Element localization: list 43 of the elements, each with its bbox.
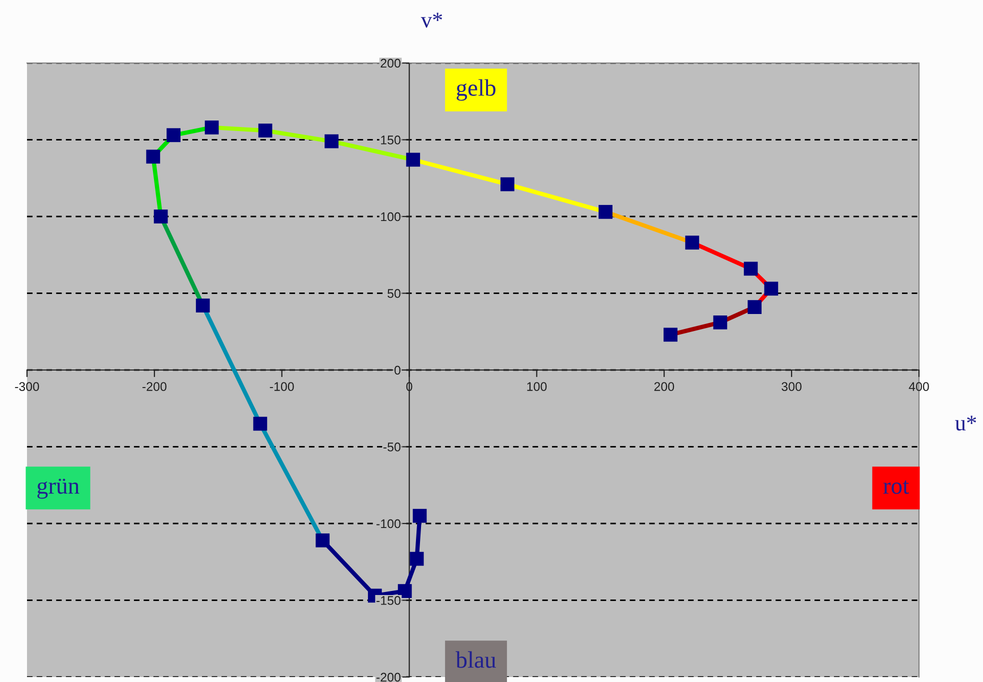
y-tick-label: 200 (380, 58, 400, 68)
x-tick-label: -200 (142, 382, 166, 391)
point (748, 300, 762, 314)
y-axis-title: v* (420, 12, 442, 28)
y-tick-label: 150 (381, 136, 400, 144)
point (410, 552, 424, 566)
point (500, 177, 514, 192)
point (764, 282, 778, 296)
y-tick-label: 100 (381, 212, 400, 222)
y-tick-label: -50 (383, 442, 400, 452)
point (166, 128, 180, 142)
annotation: gelb (456, 79, 496, 101)
point (316, 533, 330, 548)
point (412, 508, 427, 523)
point (196, 298, 210, 312)
point (713, 315, 728, 330)
point (324, 134, 338, 148)
point (664, 328, 678, 342)
y-tick-label: -150 (376, 596, 400, 605)
point (258, 124, 272, 138)
point (398, 584, 412, 598)
x-tick-label: 300 (782, 382, 802, 391)
point (204, 120, 219, 134)
y-tick-label: -100 (376, 519, 400, 528)
annotation: rot (883, 480, 909, 494)
annotation: grün (37, 478, 80, 499)
y-tick-label: -200 (376, 672, 400, 682)
point (598, 204, 612, 219)
point (685, 236, 700, 250)
y-tick-label: 0 (394, 366, 400, 375)
annotation: blau (456, 651, 496, 668)
x-axis-title: u* (955, 416, 976, 431)
point (154, 210, 168, 224)
point (744, 262, 758, 276)
point (146, 150, 160, 164)
point (253, 416, 268, 431)
x-tick-label: -300 (15, 382, 40, 391)
x-tick-label: 400 (908, 382, 929, 391)
x-tick-label: 200 (654, 382, 674, 391)
point (406, 152, 420, 167)
x-tick-label: -100 (270, 382, 294, 391)
y-tick-label: 50 (388, 289, 400, 298)
x-tick-label: 100 (527, 382, 547, 391)
